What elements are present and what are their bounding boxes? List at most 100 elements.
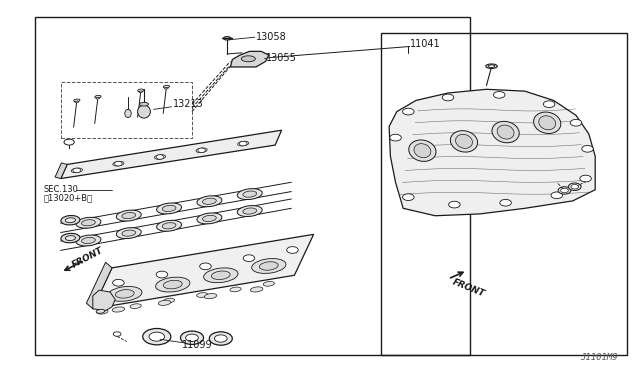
- Ellipse shape: [241, 56, 255, 62]
- Ellipse shape: [456, 134, 472, 148]
- Circle shape: [500, 199, 511, 206]
- Circle shape: [156, 155, 164, 159]
- Ellipse shape: [197, 196, 222, 207]
- Polygon shape: [230, 51, 269, 67]
- Ellipse shape: [259, 262, 278, 270]
- Ellipse shape: [158, 300, 171, 305]
- Ellipse shape: [196, 293, 208, 297]
- Ellipse shape: [488, 65, 495, 67]
- Polygon shape: [389, 89, 595, 216]
- Ellipse shape: [81, 219, 95, 226]
- Ellipse shape: [492, 121, 519, 143]
- Ellipse shape: [263, 282, 275, 286]
- Ellipse shape: [116, 210, 141, 221]
- Ellipse shape: [534, 112, 561, 134]
- Ellipse shape: [138, 89, 144, 92]
- Ellipse shape: [97, 310, 108, 314]
- Ellipse shape: [140, 102, 148, 106]
- Circle shape: [214, 335, 227, 342]
- Polygon shape: [93, 290, 115, 311]
- Ellipse shape: [237, 189, 262, 199]
- Text: 13058: 13058: [256, 32, 287, 42]
- Ellipse shape: [74, 99, 80, 102]
- Circle shape: [551, 192, 563, 199]
- Ellipse shape: [157, 203, 182, 214]
- Ellipse shape: [163, 280, 182, 289]
- Circle shape: [582, 145, 593, 152]
- Text: 11099: 11099: [182, 340, 213, 350]
- Circle shape: [73, 168, 81, 173]
- Ellipse shape: [202, 215, 216, 221]
- Ellipse shape: [414, 144, 431, 158]
- Ellipse shape: [125, 109, 131, 118]
- Circle shape: [543, 101, 555, 108]
- Ellipse shape: [409, 140, 436, 161]
- Ellipse shape: [486, 64, 497, 68]
- Circle shape: [287, 247, 298, 253]
- Circle shape: [442, 94, 454, 101]
- Ellipse shape: [76, 217, 101, 228]
- Ellipse shape: [116, 228, 141, 238]
- Ellipse shape: [163, 298, 175, 303]
- Circle shape: [390, 134, 401, 141]
- Circle shape: [149, 332, 164, 341]
- Ellipse shape: [163, 85, 170, 88]
- Text: FRONT: FRONT: [70, 246, 105, 270]
- Circle shape: [209, 332, 232, 345]
- Circle shape: [449, 201, 460, 208]
- Polygon shape: [86, 262, 112, 309]
- Text: 11041: 11041: [410, 39, 440, 49]
- Text: FRONT: FRONT: [451, 277, 486, 298]
- Circle shape: [113, 279, 124, 286]
- Ellipse shape: [130, 304, 141, 308]
- Ellipse shape: [252, 259, 286, 273]
- Ellipse shape: [108, 286, 142, 301]
- Text: SEC.130: SEC.130: [44, 185, 78, 194]
- Ellipse shape: [197, 213, 222, 224]
- Polygon shape: [55, 163, 67, 179]
- Ellipse shape: [65, 218, 76, 223]
- Ellipse shape: [243, 208, 257, 214]
- Ellipse shape: [75, 101, 79, 103]
- Ellipse shape: [65, 235, 76, 241]
- Ellipse shape: [230, 287, 241, 292]
- Ellipse shape: [250, 287, 263, 292]
- Ellipse shape: [115, 290, 134, 298]
- Ellipse shape: [154, 155, 166, 159]
- Circle shape: [198, 148, 205, 153]
- Ellipse shape: [61, 233, 80, 243]
- Circle shape: [180, 331, 204, 344]
- Ellipse shape: [196, 148, 207, 153]
- Ellipse shape: [237, 206, 262, 217]
- Ellipse shape: [138, 105, 150, 118]
- Ellipse shape: [237, 141, 249, 146]
- Circle shape: [493, 92, 505, 98]
- Circle shape: [200, 263, 211, 270]
- Circle shape: [156, 271, 168, 278]
- Text: 〓13020+B〔: 〓13020+B〔: [44, 193, 93, 202]
- Ellipse shape: [497, 125, 514, 139]
- Circle shape: [64, 139, 74, 145]
- Circle shape: [570, 119, 582, 126]
- Circle shape: [580, 175, 591, 182]
- Text: J1101M9: J1101M9: [580, 353, 618, 362]
- Ellipse shape: [61, 215, 80, 225]
- Ellipse shape: [81, 237, 95, 244]
- Ellipse shape: [95, 95, 101, 98]
- Circle shape: [239, 141, 247, 146]
- Ellipse shape: [204, 268, 238, 283]
- Ellipse shape: [243, 191, 257, 197]
- Circle shape: [568, 183, 581, 190]
- Ellipse shape: [157, 220, 182, 231]
- Ellipse shape: [451, 131, 477, 152]
- Text: 13213: 13213: [173, 99, 204, 109]
- Polygon shape: [61, 130, 282, 179]
- Circle shape: [403, 108, 414, 115]
- Ellipse shape: [96, 310, 105, 313]
- Ellipse shape: [162, 223, 176, 229]
- Circle shape: [561, 188, 568, 193]
- Ellipse shape: [122, 212, 136, 219]
- Circle shape: [558, 187, 571, 194]
- Ellipse shape: [204, 294, 217, 299]
- Circle shape: [143, 328, 171, 345]
